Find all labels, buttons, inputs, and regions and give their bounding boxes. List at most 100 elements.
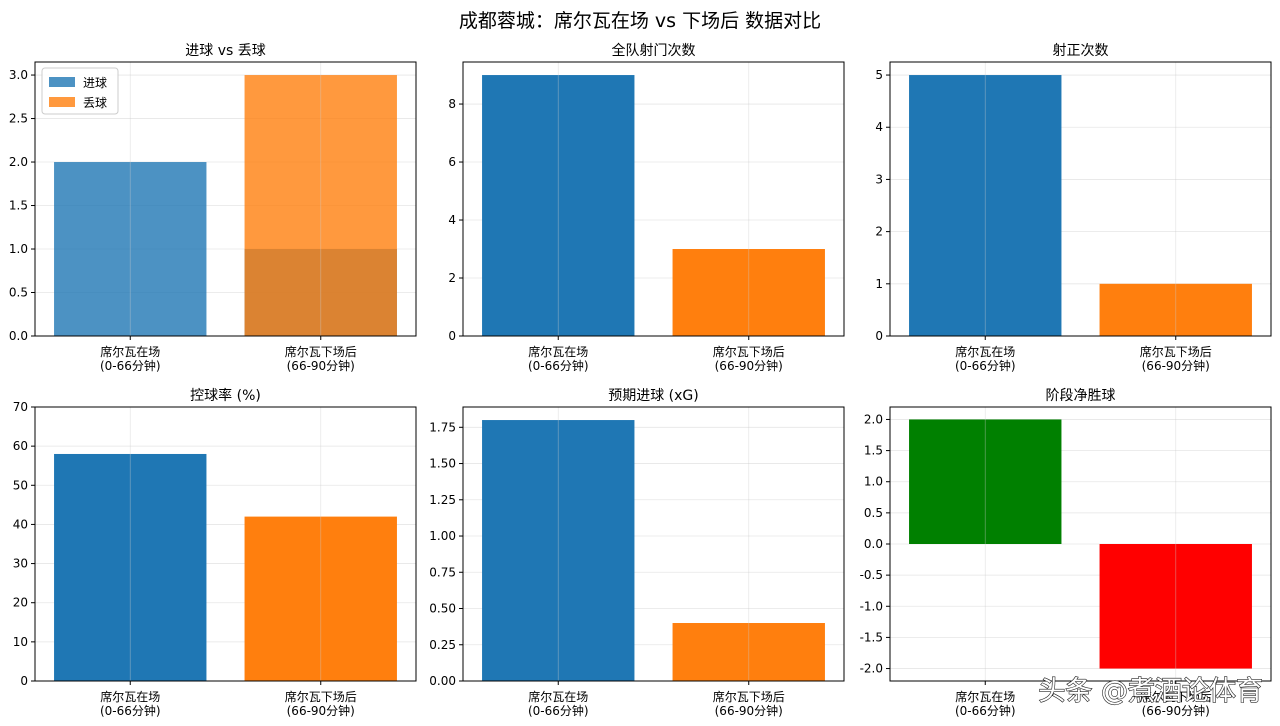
y-tick-label: 0.5	[864, 506, 883, 520]
bar-1	[482, 75, 635, 337]
x-tick-label: (66-90分钟)	[1142, 358, 1210, 373]
x-tick-label: (0-66分钟)	[528, 703, 589, 718]
x-tick-label: 席尔瓦下场后	[1140, 689, 1212, 704]
y-tick-label: -2.0	[860, 662, 883, 676]
x-tick-label: (0-66分钟)	[100, 703, 161, 718]
x-tick-label: 席尔瓦在场	[528, 344, 588, 359]
y-tick-label: 70	[13, 400, 28, 414]
x-tick-label: 席尔瓦在场	[528, 689, 588, 704]
y-tick-label: 1.75	[429, 420, 456, 434]
chart-title: 预期进球 (xG)	[608, 388, 699, 404]
x-tick-label: (66-90分钟)	[1142, 703, 1210, 718]
x-tick-label: (0-66分钟)	[528, 358, 589, 373]
y-tick-label: -1.0	[860, 599, 883, 613]
watermark-text: 头条 @煮酒论体育	[1038, 676, 1263, 707]
x-tick-label: (66-90分钟)	[287, 358, 355, 373]
x-tick-label: (0-66分钟)	[955, 703, 1016, 718]
chart-panel-6: -2.0 -1.5 -1.0 -0.5 0.0 0.5 1.0 1.5 2.0 席尔瓦在场(0-6…	[860, 388, 1272, 718]
y-tick-label: 2.5	[9, 112, 28, 126]
chart-panel-3: 0 1 2 3 4 5 席尔瓦在场(0-66分钟) 席尔瓦下场后(66-90分钟) 射正次数	[875, 43, 1272, 373]
legend-swatch	[49, 97, 75, 107]
x-tick-label: 席尔瓦下场后	[713, 689, 785, 704]
y-tick-label: 1.50	[429, 457, 456, 471]
chart-title: 全队射门次数	[612, 42, 696, 59]
y-tick-label: -0.5	[860, 568, 883, 582]
y-tick-label: 2.0	[864, 412, 883, 426]
x-tick-label: 席尔瓦在场	[100, 344, 160, 359]
y-tick-label: 40	[13, 517, 28, 531]
y-tick-label: 1.5	[864, 444, 883, 458]
y-tick-label: 2	[875, 225, 883, 239]
x-tick-label: 席尔瓦下场后	[285, 689, 357, 704]
x-tick-label: 席尔瓦在场	[100, 689, 160, 704]
x-tick-label: 席尔瓦在场	[955, 689, 1015, 704]
y-tick-label: 0	[875, 329, 883, 343]
bar-2	[672, 623, 825, 681]
y-tick-label: 2.0	[9, 155, 28, 169]
y-tick-label: 20	[13, 596, 28, 610]
x-tick-label: 席尔瓦下场后	[285, 344, 357, 359]
y-tick-label: 2	[448, 271, 456, 285]
y-tick-label: 1.00	[429, 529, 456, 543]
y-tick-label: 3	[875, 172, 883, 186]
x-tick-label: 席尔瓦下场后	[713, 344, 785, 359]
y-tick-label: 0	[448, 329, 456, 343]
x-tick-label: (0-66分钟)	[100, 358, 161, 373]
bar-goals-1	[54, 162, 207, 336]
y-tick-label: 0.75	[429, 565, 456, 579]
x-tick-label: (66-90分钟)	[287, 703, 355, 718]
y-tick-label: 0	[20, 674, 28, 688]
y-tick-label: 0.50	[429, 602, 456, 616]
y-tick-label: 5	[875, 68, 883, 82]
y-tick-label: 1.25	[429, 493, 456, 507]
axes-frame	[462, 61, 845, 337]
chart-panel-4: 0 10 20 30 40 50 60 70 席尔瓦在场(0-66分钟) 席尔瓦下场后(66-90…	[13, 387, 417, 718]
y-tick-label: 0.25	[429, 638, 456, 652]
x-tick-label: 席尔瓦在场	[955, 344, 1015, 359]
y-tick-label: 0.0	[864, 537, 883, 551]
y-tick-label: 0.5	[9, 286, 28, 300]
y-tick-label: 4	[448, 213, 456, 227]
y-tick-label: 0.00	[429, 674, 456, 688]
y-tick-label: 60	[13, 439, 28, 453]
axes-frame	[462, 406, 845, 682]
x-tick-label: (66-90分钟)	[715, 703, 783, 718]
axes-frame	[34, 61, 417, 337]
bar-1	[54, 453, 207, 681]
y-tick-label: 6	[448, 155, 456, 169]
chart-title: 进球 vs 丢球	[185, 43, 265, 59]
legend-label: 丢球	[83, 96, 107, 110]
y-tick-label: 1.0	[864, 475, 883, 489]
bar-2	[244, 516, 397, 681]
y-tick-label: 1	[875, 277, 883, 291]
x-tick-label: (0-66分钟)	[955, 358, 1016, 373]
y-tick-label: -1.5	[860, 630, 883, 644]
axes-frame	[34, 406, 417, 682]
legend-label: 进球	[83, 76, 107, 90]
chart-title: 控球率 (%)	[190, 387, 261, 404]
bar-1	[909, 419, 1062, 544]
chart-title: 阶段净胜球	[1046, 388, 1116, 404]
y-tick-label: 30	[13, 557, 28, 571]
y-tick-label: 10	[13, 635, 28, 649]
bar-2	[672, 249, 825, 336]
chart-panel-1: 0.0 0.5 1.0 1.5 2.0 2.5 3.0 席尔瓦在场(0-66分钟) 席尔瓦下场后…	[9, 43, 417, 373]
chart-title: 射正次数	[1053, 43, 1109, 59]
chart-panel-2: 0 2 4 6 8 席尔瓦在场(0-66分钟) 席尔瓦下场后(66-90分钟) 全队射门次数	[448, 42, 845, 373]
chart-panel-5: 0.00 0.25 0.50 0.75 1.00 1.25 1.50 1.75 席尔瓦在场(0-…	[429, 388, 845, 718]
bar-1	[482, 420, 635, 681]
axes-frame	[889, 61, 1272, 337]
x-tick-label: (66-90分钟)	[715, 358, 783, 373]
x-tick-label: 席尔瓦下场后	[1140, 344, 1212, 359]
y-tick-label: 1.5	[9, 199, 28, 213]
bar-2	[1099, 544, 1252, 669]
y-tick-label: 50	[13, 478, 28, 492]
figure-title: 成都蓉城：席尔瓦在场 vs 下场后 数据对比	[458, 10, 822, 32]
legend-swatch	[49, 77, 75, 87]
y-tick-label: 4	[875, 120, 883, 134]
y-tick-label: 0.0	[9, 329, 28, 343]
y-tick-label: 3.0	[9, 68, 28, 82]
bar-1	[909, 75, 1062, 337]
y-tick-label: 1.0	[9, 242, 28, 256]
